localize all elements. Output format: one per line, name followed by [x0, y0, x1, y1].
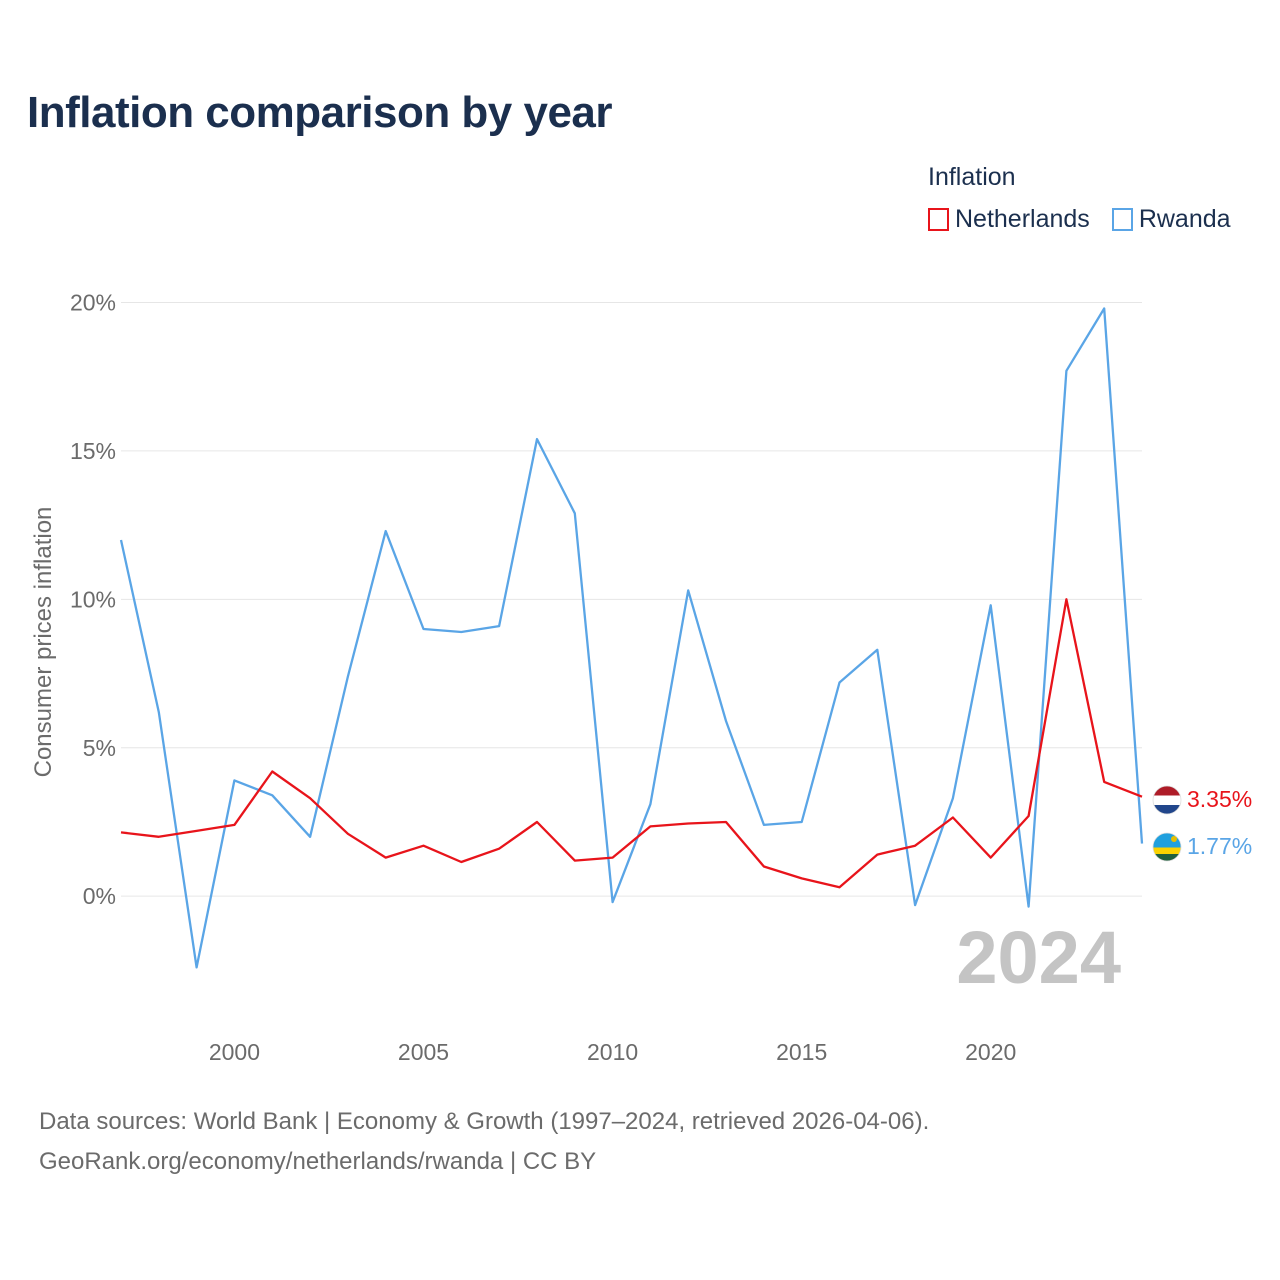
legend-label-rwanda: Rwanda: [1138, 205, 1231, 233]
grid-lines: [121, 302, 1142, 897]
legend-item-netherlands[interactable]: Netherlands: [928, 205, 1090, 234]
x-tick-label: 2010: [587, 1039, 638, 1065]
y-tick-label: 15%: [70, 438, 116, 464]
legend: Netherlands Rwanda: [928, 205, 1231, 234]
series-line-rwanda[interactable]: [119, 307, 1144, 969]
footer-sources: Data sources: World Bank | Economy & Gro…: [39, 1108, 930, 1135]
legend-swatch-rwanda: [1111, 208, 1133, 231]
y-axis-ticks: 0% 5% 10% 15% 20%: [70, 290, 116, 910]
rwanda-end-value: 1.77%: [1187, 833, 1252, 859]
netherlands-flag-icon: [1152, 785, 1182, 815]
x-tick-label: 2020: [965, 1039, 1016, 1065]
chart-title: Inflation comparison by year: [27, 88, 613, 137]
y-axis-label: Consumer prices inflation: [30, 507, 57, 778]
legend-item-rwanda[interactable]: Rwanda: [1111, 205, 1231, 234]
y-tick-label: 0%: [83, 883, 116, 909]
x-tick-label: 2005: [398, 1039, 449, 1065]
year-watermark: 2024: [956, 916, 1121, 999]
y-tick-label: 5%: [83, 735, 116, 761]
y-tick-label: 20%: [70, 290, 116, 316]
series-line-netherlands[interactable]: [120, 598, 1143, 889]
x-axis-ticks: 2000 2005 2010 2015 2020: [209, 1039, 1016, 1065]
x-tick-label: 2000: [209, 1039, 260, 1065]
legend-label-netherlands: Netherlands: [955, 205, 1090, 233]
rwanda-flag-icon: [1152, 832, 1182, 862]
y-tick-label: 10%: [70, 586, 116, 612]
netherlands-end-value: 3.35%: [1187, 786, 1252, 812]
footer-link: GeoRank.org/economy/netherlands/rwanda |…: [39, 1148, 597, 1175]
legend-title: Inflation: [928, 163, 1016, 191]
legend-swatch-netherlands: [928, 208, 949, 231]
x-tick-label: 2015: [776, 1039, 827, 1065]
